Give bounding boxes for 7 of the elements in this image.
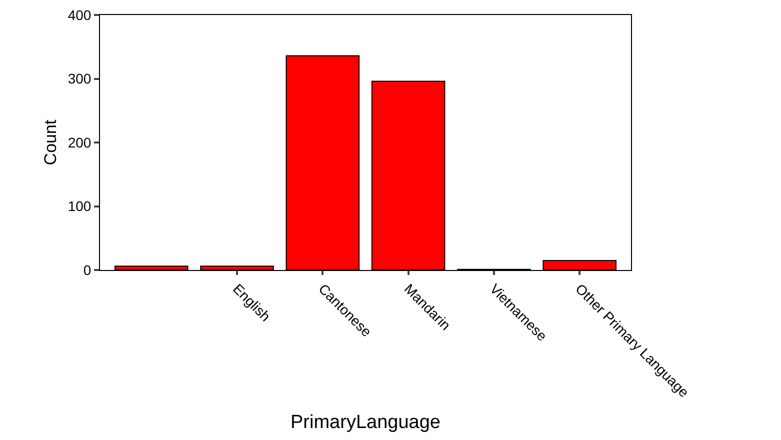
y-tick-label: 200	[68, 134, 92, 150]
y-tick-label: 300	[68, 70, 92, 87]
y-axis-title: Count	[41, 120, 60, 166]
y-tick-label: 400	[68, 6, 92, 23]
x-axis-title: PrimaryLanguage	[290, 412, 440, 434]
y-tick-label: 100	[68, 198, 92, 214]
y-tick-label: 0	[83, 262, 92, 278]
